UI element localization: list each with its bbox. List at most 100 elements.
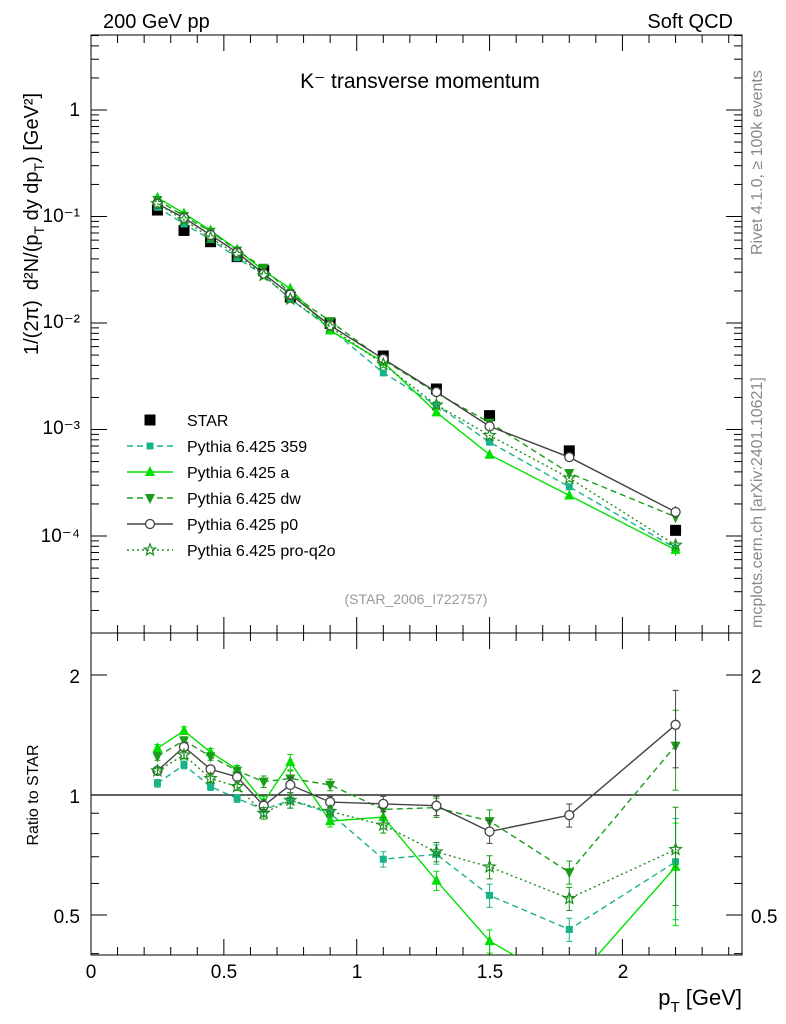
ratio-point <box>562 890 577 905</box>
data-point <box>564 452 575 463</box>
side-label-top: Rivet 4.1.0, ≥ 100k events <box>749 70 766 255</box>
ratio-series-pythia-6-425-a <box>152 724 681 991</box>
ratio-point <box>152 752 163 763</box>
xtick-label-2: 2 <box>618 962 629 983</box>
ratio-point <box>203 770 218 785</box>
legend-label: Pythia 6.425 dw <box>187 491 301 508</box>
ytick-label-0.01: 10⁻² <box>43 312 81 333</box>
ratio-point <box>179 736 189 747</box>
data-point <box>176 212 192 227</box>
header-left: 200 GeV pp <box>103 11 210 33</box>
data-point <box>283 291 298 306</box>
ratio-point <box>205 752 216 763</box>
ylabel-tail: dy dp <box>21 171 43 225</box>
header-right: Soft QCD <box>647 11 733 33</box>
ratio-axis-ticks <box>90 633 742 955</box>
main-series-group <box>150 191 683 556</box>
ratio-series-line <box>157 754 676 900</box>
xtick-label-1.5: 1.5 <box>477 962 503 983</box>
ratio-point <box>233 794 241 802</box>
ratio-ytick-left-0.5: 0.5 <box>54 907 80 928</box>
series-line <box>157 203 676 546</box>
data-point <box>668 537 683 552</box>
legend-label: Pythia 6.425 359 <box>187 439 307 456</box>
data-point <box>563 445 575 457</box>
data-point <box>379 369 387 377</box>
ratio-point <box>564 981 574 991</box>
data-point <box>484 448 495 459</box>
ratio-ytick-right-2: 2 <box>751 667 762 688</box>
data-point <box>565 483 573 491</box>
legend-item: Pythia 6.425 a <box>127 465 289 482</box>
ratio-series-pythia-6-425-p0 <box>152 689 681 844</box>
ratio-series-line <box>157 739 677 874</box>
ylabel-sub-1: T <box>31 226 47 235</box>
data-point <box>322 319 338 334</box>
ratio-point <box>283 792 298 807</box>
ytick-label-1: 1 <box>69 100 80 121</box>
ratio-series-pythia-6-425-pro-q2o <box>150 747 683 911</box>
data-point <box>432 401 440 409</box>
xlabel: pT [GeV] <box>658 985 742 1016</box>
ratio-point <box>564 810 575 821</box>
legend-item: Pythia 6.425 359 <box>127 439 307 456</box>
legend-item: Pythia 6.425 dw <box>127 491 301 508</box>
data-point <box>256 267 271 282</box>
main-axis-ticks <box>90 35 742 633</box>
data-point <box>376 356 391 371</box>
ratio-point <box>285 755 296 766</box>
ylabel-prefix: 1/(2π) <box>21 300 43 355</box>
ratio-frame <box>90 632 743 956</box>
ratio-point <box>484 826 495 837</box>
ratio-point <box>668 841 683 856</box>
data-point <box>482 427 497 442</box>
ratio-point <box>376 817 391 832</box>
ratio-point <box>285 779 296 791</box>
data-point <box>484 410 496 422</box>
ratio-point <box>431 874 442 885</box>
legend: STAR Pythia 6.425 359 Pythia 6.425 a Pythia… <box>127 413 336 560</box>
legend-item: Pythia 6.425 pro-q2o <box>127 542 336 560</box>
xtick-label-1: 1 <box>352 962 363 983</box>
data-point <box>203 230 218 245</box>
legend-label: Pythia 6.425 a <box>187 465 289 482</box>
series-line <box>157 203 676 513</box>
ratio-ylabel: Ratio to STAR <box>25 744 42 845</box>
ratio-point <box>482 859 497 874</box>
legend-marker <box>145 494 155 504</box>
ratio-point <box>179 724 189 735</box>
xtick-label-0.5: 0.5 <box>211 962 237 983</box>
ratio-point <box>565 925 573 933</box>
ratio-series-line <box>156 724 677 833</box>
analysis-tag: (STAR_2006_I722757) <box>345 591 488 607</box>
data-point <box>180 220 188 228</box>
ratio-point <box>431 800 442 811</box>
ytick-label-0.001: 10⁻³ <box>43 418 81 439</box>
legend-label: Pythia 6.425 pro-q2o <box>187 543 336 560</box>
ratio-ytick-right-0.5: 0.5 <box>751 907 777 928</box>
ratio-point <box>152 742 163 753</box>
main-ylabel: 1/(2π)d²N/(pT dy dpT) [GeV²] <box>21 93 47 355</box>
svg-text:1/(2π)d²N/(pT dy dpT) [GeV²]: 1/(2π)d²N/(pT dy dpT) [GeV²] <box>21 93 47 355</box>
legend-item: Pythia 6.425 p0 <box>127 517 298 534</box>
ratio-series-line <box>157 764 676 931</box>
legend-marker <box>145 466 155 476</box>
ratio-point <box>256 805 271 820</box>
data-point <box>178 224 190 236</box>
ratio-point <box>258 777 269 788</box>
ytick-label-0.0001: 10⁻⁴ <box>41 526 80 547</box>
ratio-series-line <box>157 729 677 955</box>
legend-item: STAR <box>144 413 228 430</box>
ratio-ytick-left-2: 2 <box>69 667 80 688</box>
ratio-point <box>564 868 575 879</box>
data-point <box>431 386 442 398</box>
ratio-point <box>207 783 215 791</box>
data-point <box>150 196 165 210</box>
side-label-bottom: mcplots.cern.ch [arXiv:2401.10621] <box>749 377 766 628</box>
ratio-point <box>180 761 188 769</box>
ratio-point <box>229 779 245 793</box>
data-point <box>564 469 575 480</box>
ytick-label-0.1: 10⁻¹ <box>43 206 81 227</box>
data-point <box>229 246 245 261</box>
legend-marker <box>142 542 158 557</box>
